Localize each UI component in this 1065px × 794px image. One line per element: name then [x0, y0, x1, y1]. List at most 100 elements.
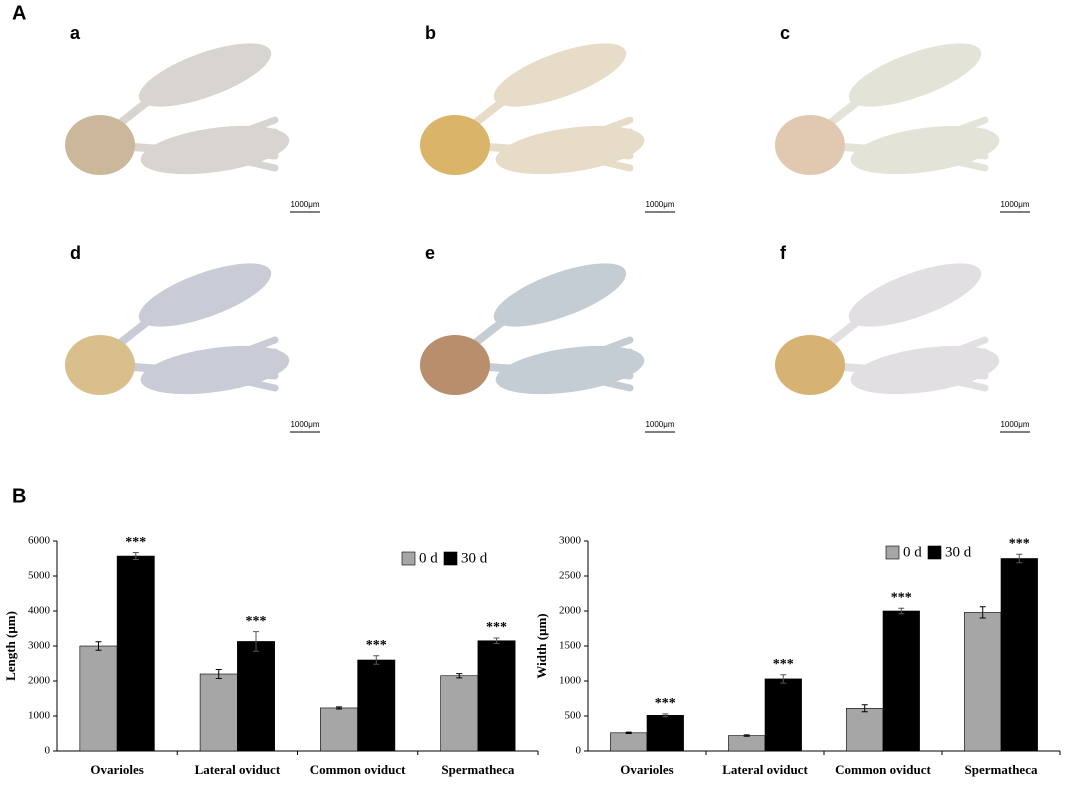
- x-tick-label: Common oviduct: [835, 762, 931, 777]
- common-oviduct: [65, 335, 135, 395]
- y-tick-label: 0: [45, 745, 51, 757]
- y-tick-label: 1500: [559, 640, 582, 652]
- ovary: [138, 43, 272, 107]
- bar: [646, 714, 684, 752]
- y-tick-label: 3000: [28, 640, 51, 652]
- panel-label: A: [12, 2, 26, 24]
- x-tick-label: Lateral oviduct: [722, 762, 808, 777]
- error-bar: [979, 606, 986, 619]
- error-bar: [861, 704, 868, 713]
- common-oviduct: [65, 115, 135, 175]
- ovariole: [901, 146, 989, 172]
- legend-label: 0 d: [903, 544, 922, 560]
- y-tick-label: 500: [565, 710, 582, 722]
- photo-label: d: [70, 243, 81, 263]
- error-bar: [132, 552, 139, 561]
- bar: [237, 641, 275, 752]
- ovariole: [191, 146, 279, 172]
- y-tick-label: 2500: [559, 570, 582, 582]
- y-tick-label: 0: [576, 745, 582, 757]
- scale-label: 1000μm: [645, 200, 674, 209]
- y-tick-label: 2000: [28, 675, 51, 687]
- ovary: [493, 263, 627, 327]
- bar: [440, 675, 479, 752]
- legend-swatch: [885, 545, 900, 560]
- y-tick-label: 4000: [28, 605, 51, 617]
- specimen: [775, 263, 1000, 395]
- bar: [116, 555, 155, 752]
- specimen: [420, 263, 645, 395]
- y-axis-label: Width (μm): [534, 613, 549, 678]
- photo-label: f: [780, 243, 787, 263]
- scale-label: 1000μm: [1000, 200, 1029, 209]
- bar: [1000, 558, 1038, 752]
- x-tick-label: Common oviduct: [310, 762, 406, 777]
- legend-swatch: [927, 545, 942, 560]
- ovariole: [546, 146, 634, 172]
- bar: [882, 610, 920, 752]
- y-tick-label: 1000: [28, 710, 51, 722]
- bar: [357, 659, 396, 752]
- photo-label: c: [780, 23, 790, 43]
- significance: ***: [891, 590, 912, 605]
- bar: [320, 707, 358, 752]
- bar: [846, 707, 884, 752]
- y-axis-label: Length (μm): [3, 611, 18, 681]
- scale-label: 1000μm: [290, 200, 319, 209]
- significance: ***: [773, 657, 794, 672]
- error-bar: [456, 673, 463, 679]
- bar: [610, 732, 648, 752]
- y-tick-label: 1000: [559, 675, 582, 687]
- x-tick-label: Spermatheca: [965, 762, 1038, 777]
- error-bar: [1016, 553, 1023, 564]
- error-bar: [662, 713, 669, 718]
- ovariole: [546, 366, 634, 392]
- x-tick-label: Lateral oviduct: [195, 762, 281, 777]
- ovariole: [901, 366, 989, 392]
- significance: ***: [366, 638, 387, 653]
- error-bar: [335, 706, 342, 710]
- x-tick-label: Ovarioles: [620, 762, 673, 777]
- legend-swatch: [401, 551, 416, 566]
- y-tick-label: 5000: [28, 570, 51, 582]
- error-bar: [373, 655, 380, 665]
- significance: ***: [125, 535, 146, 550]
- panel-label: B: [12, 485, 26, 507]
- specimen: [65, 263, 290, 395]
- significance: ***: [486, 620, 507, 635]
- x-tick-label: Ovarioles: [90, 762, 143, 777]
- bar: [964, 612, 1002, 752]
- common-oviduct: [775, 335, 845, 395]
- specimen: [775, 43, 1000, 175]
- common-oviduct: [775, 115, 845, 175]
- ovary: [493, 43, 627, 107]
- ovariole: [191, 366, 279, 392]
- bar: [477, 640, 516, 752]
- legend-label: 30 d: [461, 550, 488, 566]
- bar: [199, 673, 238, 752]
- error-bar: [780, 674, 787, 684]
- x-tick-label: Spermatheca: [441, 762, 514, 777]
- legend-label: 0 d: [419, 550, 438, 566]
- legend-swatch: [443, 551, 458, 566]
- error-bar: [493, 637, 500, 645]
- error-bar: [898, 607, 905, 615]
- bar: [728, 735, 766, 752]
- bar: [764, 678, 802, 752]
- common-oviduct: [420, 115, 490, 175]
- scale-label: 1000μm: [645, 420, 674, 429]
- ovary: [138, 263, 272, 327]
- bar: [79, 645, 118, 752]
- error-bar: [253, 631, 260, 652]
- common-oviduct: [420, 335, 490, 395]
- photo-label: e: [425, 243, 435, 263]
- scale-label: 1000μm: [1000, 420, 1029, 429]
- ovary: [848, 263, 982, 327]
- ovary: [848, 43, 982, 107]
- error-bar: [215, 668, 222, 680]
- error-bar: [95, 641, 102, 651]
- significance: ***: [246, 614, 267, 629]
- error-bar: [625, 731, 632, 734]
- y-tick-label: 6000: [28, 535, 51, 547]
- significance: ***: [655, 696, 676, 711]
